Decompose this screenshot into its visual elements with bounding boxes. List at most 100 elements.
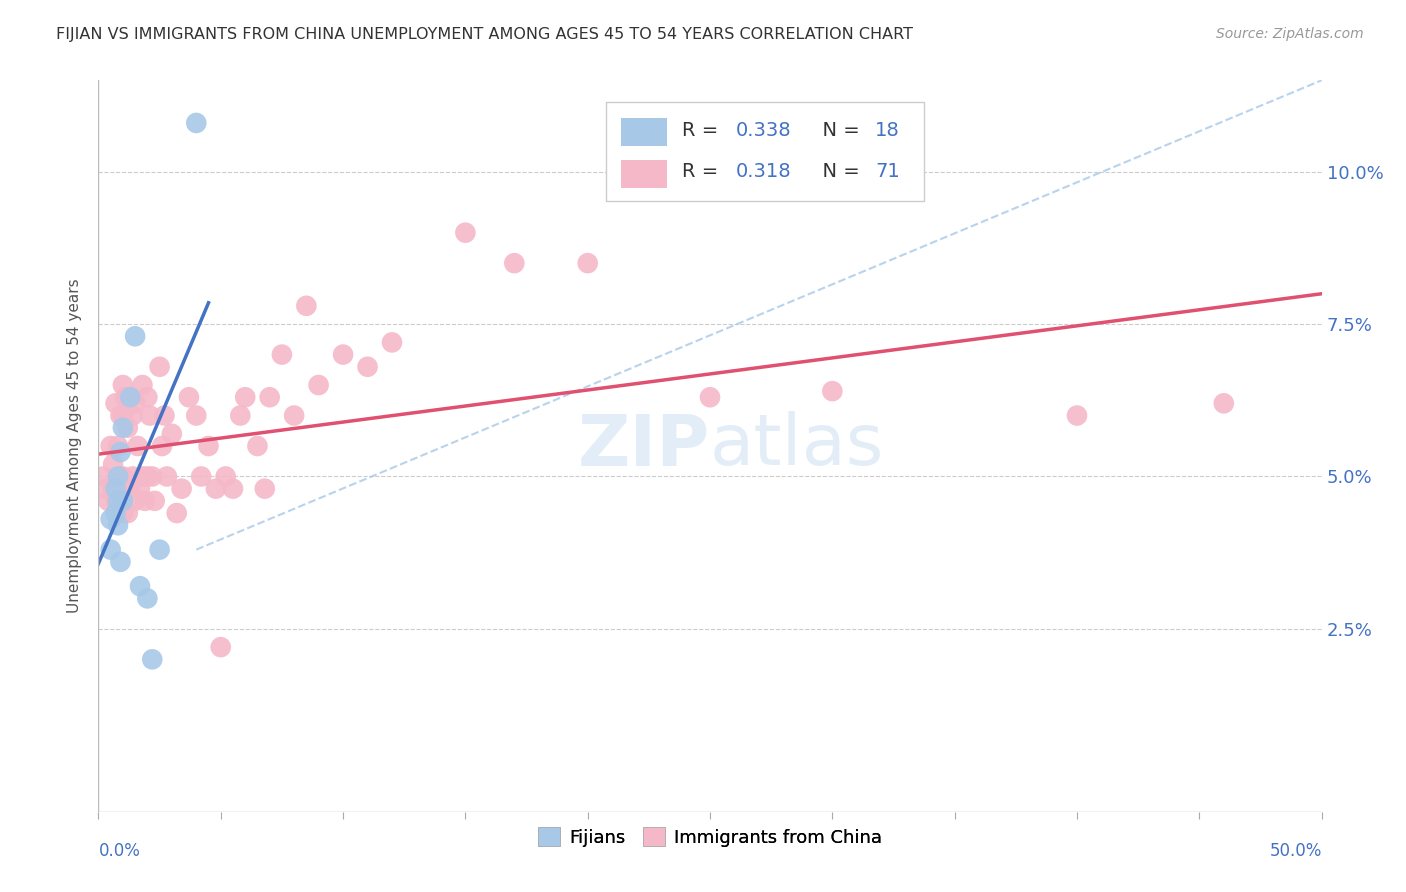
Point [100, 439, 122, 453]
Point [100, 512, 122, 526]
Point [104, 494, 127, 508]
Point [104, 482, 127, 496]
Text: FIJIAN VS IMMIGRANTS FROM CHINA UNEMPLOYMENT AMONG AGES 45 TO 54 YEARS CORRELATI: FIJIAN VS IMMIGRANTS FROM CHINA UNEMPLOY… [56, 27, 914, 42]
Point [117, 421, 139, 435]
Y-axis label: Unemployment Among Ages 45 to 54 years: Unemployment Among Ages 45 to 54 years [67, 278, 83, 614]
Point [576, 256, 599, 270]
Point [111, 409, 134, 423]
Point [114, 482, 136, 496]
Point [111, 421, 134, 435]
Point [214, 469, 236, 483]
Point [177, 390, 200, 404]
Point [101, 458, 124, 472]
Point [129, 579, 152, 593]
Point [101, 482, 124, 496]
Point [209, 640, 232, 655]
Point [127, 439, 149, 453]
Point [107, 469, 129, 483]
Point [139, 409, 162, 423]
Point [381, 335, 404, 350]
Point [107, 494, 129, 508]
Point [136, 469, 159, 483]
Text: 71: 71 [875, 162, 900, 181]
Point [295, 299, 318, 313]
Text: R =: R = [682, 120, 724, 139]
Point [332, 348, 354, 362]
Point [100, 542, 122, 557]
Point [129, 482, 152, 496]
Text: R =: R = [682, 162, 724, 181]
Point [153, 409, 176, 423]
Point [143, 494, 166, 508]
Point [121, 469, 143, 483]
Point [94, 482, 117, 496]
Point [821, 384, 844, 399]
Point [124, 329, 146, 343]
Point [166, 506, 188, 520]
Point [205, 482, 228, 496]
Point [104, 506, 127, 520]
Point [110, 469, 132, 483]
Text: 50.0%: 50.0% [1270, 842, 1322, 860]
Point [253, 482, 276, 496]
FancyBboxPatch shape [620, 160, 668, 188]
Point [104, 396, 127, 410]
Point [156, 469, 179, 483]
Point [111, 494, 134, 508]
Point [134, 494, 156, 508]
Point [121, 409, 143, 423]
Point [149, 542, 172, 557]
Point [233, 390, 256, 404]
Point [222, 482, 245, 496]
Point [190, 469, 212, 483]
Point [160, 426, 183, 441]
Point [120, 482, 142, 496]
Point [117, 506, 139, 520]
Text: ZIP: ZIP [578, 411, 710, 481]
Point [308, 378, 330, 392]
Point [283, 409, 305, 423]
Legend: Fijians, Immigrants from China: Fijians, Immigrants from China [531, 820, 889, 854]
Point [110, 555, 132, 569]
Point [120, 390, 142, 404]
Point [111, 469, 134, 483]
Point [356, 359, 378, 374]
FancyBboxPatch shape [606, 103, 924, 201]
Point [111, 378, 134, 392]
Text: N =: N = [810, 162, 866, 181]
Point [699, 390, 721, 404]
Point [111, 506, 134, 520]
Text: atlas: atlas [710, 411, 884, 481]
Point [1066, 409, 1088, 423]
Point [136, 390, 159, 404]
Point [141, 469, 163, 483]
Point [107, 482, 129, 496]
Point [107, 518, 129, 533]
Point [229, 409, 252, 423]
Point [107, 439, 129, 453]
Point [124, 396, 146, 410]
Point [97, 494, 120, 508]
Point [110, 445, 132, 459]
Point [131, 469, 153, 483]
FancyBboxPatch shape [620, 119, 668, 146]
Point [141, 652, 163, 666]
Point [186, 116, 208, 130]
Point [454, 226, 477, 240]
Point [124, 494, 146, 508]
Point [186, 409, 208, 423]
Point [110, 506, 132, 520]
Point [270, 348, 294, 362]
Text: Source: ZipAtlas.com: Source: ZipAtlas.com [1216, 27, 1364, 41]
Point [150, 439, 173, 453]
Point [170, 482, 193, 496]
Point [91, 469, 114, 483]
Point [149, 359, 172, 374]
Point [1212, 396, 1234, 410]
Text: 18: 18 [875, 120, 900, 139]
Point [136, 591, 159, 606]
Point [131, 378, 153, 392]
Text: 0.338: 0.338 [735, 120, 792, 139]
Point [246, 439, 269, 453]
Point [503, 256, 526, 270]
